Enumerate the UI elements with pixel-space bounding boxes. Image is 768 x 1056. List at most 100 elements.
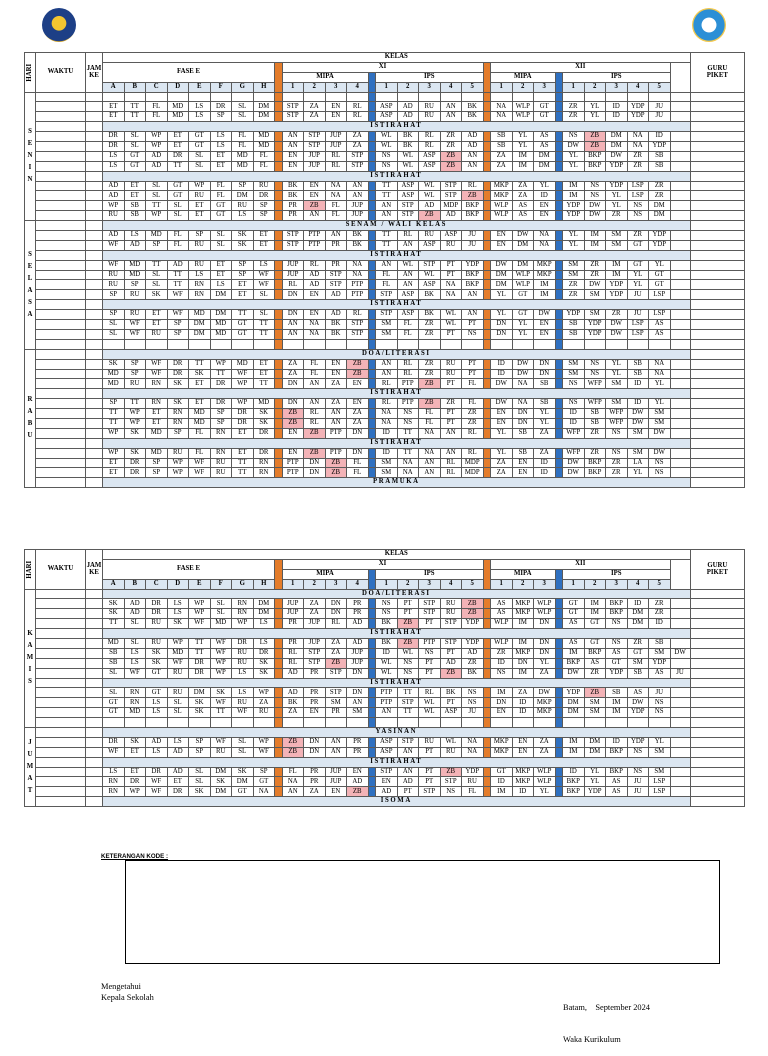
break-label: ISTIRAHAT [102,170,691,182]
subject-cell: EN [324,358,347,370]
subject-cell: RN [145,398,168,410]
subject-cell: DM [583,736,606,748]
schedule-grid: HARI WAKTU JAM KE KELAS GURU PIKET FASE E XI XI… [24,52,746,489]
schedule-row: LS GT AD DR SL ET MD FL EN JUP RL STP NS WL ASP ZB AN ZA I… [25,150,746,162]
school-emblem-right [692,8,726,42]
subject-cell: ET [231,289,254,301]
waktu-cell [35,170,86,182]
subject-cell: SK [252,657,275,669]
subject-cell: GT [626,259,649,271]
subject-cell: DM [209,289,232,301]
fase-col-header: F [209,81,232,93]
waktu-cell [35,190,86,202]
class-num-header: 1 [562,81,585,93]
subject-cell [375,338,398,350]
separator [554,309,563,321]
subject-cell: ZB [418,378,441,390]
subject-cell: AN [439,101,462,113]
subject-cell [346,338,369,350]
subject-cell: WP [209,358,232,370]
subject-cell: AS [562,638,585,649]
subject-cell: DM [648,210,671,222]
subject-cell: ID [562,417,585,429]
separator [554,141,563,152]
separator [274,457,283,469]
subject-cell: STP [396,210,419,222]
subject-cell: AD [123,608,146,620]
subject-cell: MD [252,398,275,410]
subject-cell: ASP [375,101,398,113]
subject-cell: IM [583,230,606,241]
subject-cell: WF [209,647,232,659]
separator [274,328,283,340]
jam-cell [85,408,103,419]
schedule-row: ET DR SP WP WF RU TT RN PTP DN ZB FL SM NA AN RL MDP ZA EN… [25,457,746,469]
subject-cell: ZB [324,657,347,669]
subject-cell: ZB [439,160,462,172]
separator [554,289,563,301]
subject-cell: ZR [583,259,606,271]
subject-cell: ZB [303,427,326,439]
subject-cell: YDP [461,766,484,778]
subject-cell: SM [562,259,585,271]
jam-cell [85,776,103,788]
subject-cell: TT [209,368,232,380]
subject-cell: STP [439,776,462,788]
separator [367,467,376,479]
piket-cell [689,160,746,172]
subject-cell: RN [188,279,211,291]
subject-cell: RL [346,101,369,113]
subject-cell: ZR [461,657,484,669]
jam-cell [85,667,103,679]
subject-cell: SP [188,230,211,241]
subject-cell [669,457,691,469]
subject-cell: SB [511,427,534,439]
subject-cell: ET [102,457,125,469]
subject-cell [562,91,585,103]
subject-cell: AN [281,131,304,143]
separator [554,378,563,390]
break-label: ISTIRAHAT [102,121,691,133]
separator [274,697,283,709]
subject-cell: ZB [396,638,419,649]
subject-cell: NS [461,697,484,709]
subject-cell: YL [511,141,534,152]
fase-e-header: FASE E [102,558,275,580]
subject-cell: SB [626,368,649,380]
subject-cell: GT [511,289,534,301]
separator [274,141,283,152]
separator [274,279,283,291]
subject-cell: NA [439,279,462,291]
separator [554,190,563,202]
subject-cell [648,91,671,103]
subject-cell: JU [626,786,649,798]
subject-cell: RL [418,687,441,699]
subject-cell: AD [281,667,304,679]
subject-cell: IM [511,150,534,162]
subject-cell: BK [461,111,484,123]
subject-cell: AD [166,766,189,778]
subject-cell: BK [281,697,304,709]
subject-cell: ID [533,457,556,469]
piket-cell [689,756,746,768]
subject-cell [490,717,513,729]
jam-cell [85,91,103,103]
subject-cell: GT [145,667,168,679]
subject-cell: FL [303,358,326,370]
subject-cell: AD [166,259,189,271]
subject-cell: RU [145,618,168,630]
subject-cell: ID [648,131,671,143]
subject-cell: PT [439,269,462,281]
subject-cell: WLP [511,101,534,113]
subject-cell: AN [396,239,419,251]
separator [367,230,376,241]
subject-cell: ZA [511,687,534,699]
subject-cell: SK [231,766,254,778]
subject-cell: NS [626,766,649,778]
subject-cell: LS [123,230,146,241]
schedule-row [25,717,746,729]
subject-cell: SK [252,408,275,419]
waktu-cell [35,141,86,152]
subject-cell [231,338,254,350]
